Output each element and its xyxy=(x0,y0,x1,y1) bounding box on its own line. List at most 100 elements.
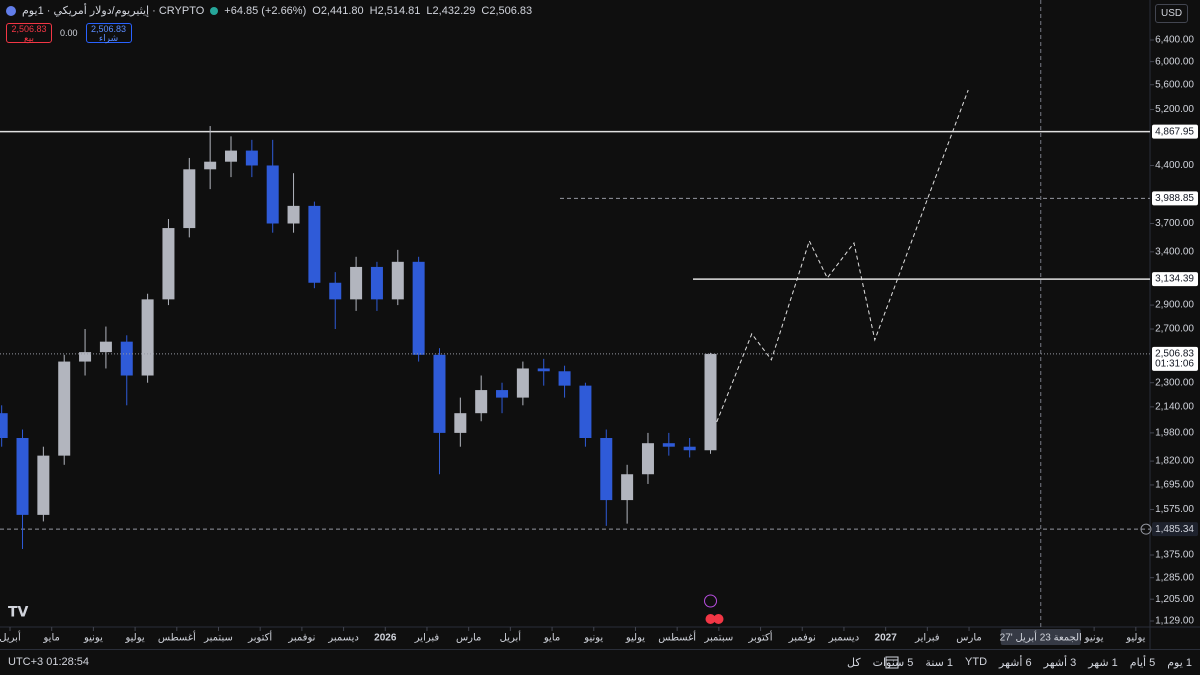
x-tick-label: مارس xyxy=(456,633,481,644)
y-tick-label: 1,205.00 xyxy=(1155,594,1194,605)
candle-body xyxy=(58,361,71,456)
y-tick-label: 1,285.00 xyxy=(1155,572,1194,583)
candle-body xyxy=(287,205,300,224)
x-tick-label: سبتمبر xyxy=(703,633,733,644)
candle-body xyxy=(558,371,571,386)
range-button[interactable]: 5 أيام xyxy=(1129,657,1156,669)
currency-button[interactable]: USD xyxy=(1155,4,1189,23)
candle-body xyxy=(350,266,363,300)
range-button[interactable]: 5 سنوات xyxy=(872,657,914,669)
candle-body xyxy=(516,368,529,398)
candle-body xyxy=(475,390,488,414)
crosshair-label: الجمعة 23 أبريل '27 xyxy=(1000,631,1082,644)
candle-body xyxy=(204,161,217,170)
level-label-box xyxy=(1152,522,1198,537)
candle-body xyxy=(704,353,717,451)
candle-body xyxy=(162,228,175,300)
x-tick-label: نوفمبر xyxy=(788,633,816,644)
countdown: 01:31:06 xyxy=(1155,359,1194,370)
sell-button[interactable]: 2,506.83 بيع xyxy=(6,23,52,43)
level-label: 4,867.95 xyxy=(1155,126,1194,137)
ohlc-key: L xyxy=(426,4,433,17)
candle-body xyxy=(245,150,258,166)
x-tick-label: أغسطس xyxy=(158,631,196,644)
x-tick-label: أغسطس xyxy=(658,631,696,644)
x-tick-label: يونيو xyxy=(83,633,103,644)
last-price-label: 2,506.83 xyxy=(1155,349,1194,360)
y-tick-label: 3,700.00 xyxy=(1155,218,1194,229)
x-tick-label: يوليو xyxy=(1125,633,1145,644)
add-alert-icon xyxy=(1140,523,1152,535)
x-tick-label: مايو xyxy=(543,633,560,644)
ohlc-value: 2,514.81 xyxy=(377,4,421,17)
crosshair-box xyxy=(1000,629,1081,645)
ohlc-value: 2,432.29 xyxy=(432,4,476,17)
x-tick-label: ديسمبر xyxy=(327,633,358,644)
candle-body xyxy=(266,165,279,224)
y-tick-label: 2,300.00 xyxy=(1155,377,1194,388)
candle-body xyxy=(662,443,675,447)
ohlc-item: O2,441.80 xyxy=(312,5,363,17)
ohlc-item: C2,506.83 xyxy=(481,5,532,17)
symbol[interactable]: إيثيريوم/دولار أمريكي · 1يوم · CRYPTO xyxy=(22,5,205,17)
candle-body xyxy=(600,438,613,501)
candle-body xyxy=(308,205,321,283)
candle-body xyxy=(99,341,112,353)
x-tick-label: أبريل xyxy=(0,631,21,644)
x-tick-label: سبتمبر xyxy=(203,633,233,644)
level-label-box xyxy=(1152,191,1198,206)
x-tick-label: نوفمبر xyxy=(287,633,315,644)
candle-body xyxy=(120,341,133,376)
candle-body xyxy=(141,299,154,376)
clock[interactable]: UTC+3 01:28:54 xyxy=(8,656,90,668)
candle-body xyxy=(496,390,509,398)
y-tick-label: 1,129.00 xyxy=(1155,616,1194,627)
candle-body xyxy=(183,169,196,229)
ohlc-key: C xyxy=(481,4,490,17)
spread: 0.00 xyxy=(60,28,78,38)
x-tick-label: يونيو xyxy=(583,633,603,644)
x-tick-label: مارس xyxy=(956,633,981,644)
range-button[interactable]: 3 أشهر xyxy=(1043,657,1077,669)
range-button[interactable]: 1 يوم xyxy=(1167,657,1192,669)
x-tick-label: أبريل xyxy=(500,631,522,644)
y-tick-label: 1,375.00 xyxy=(1155,550,1194,561)
ohlc: O2,441.80 H2,514.81 L2,432.29 C2,506.83 xyxy=(312,5,532,17)
x-tick-label: يونيو xyxy=(1084,633,1104,644)
event-icon xyxy=(705,614,716,624)
range-button[interactable]: 1 سنة xyxy=(925,657,954,669)
range-button[interactable]: 6 أشهر xyxy=(999,657,1032,669)
range-button[interactable]: كل xyxy=(847,657,861,669)
candle-body xyxy=(391,261,404,300)
ohlc-item: L2,432.29 xyxy=(426,5,475,17)
x-tick-label: فبراير xyxy=(414,633,440,644)
y-tick-label: 5,600.00 xyxy=(1155,79,1194,90)
y-tick-label: 3,400.00 xyxy=(1155,246,1194,257)
candle-body xyxy=(16,438,29,515)
event-icon xyxy=(704,594,718,608)
x-tick-label: مايو xyxy=(43,633,60,644)
candle-body xyxy=(454,413,467,433)
chart-bg xyxy=(0,0,1200,649)
header: إيثيريوم/دولار أمريكي · 1يوم · CRYPTO +6… xyxy=(6,4,532,17)
y-tick-label: 2,900.00 xyxy=(1155,300,1194,311)
range-button[interactable]: 1 شهر xyxy=(1088,657,1118,669)
event-icon xyxy=(713,614,724,624)
y-tick-label: 1,575.00 xyxy=(1155,504,1194,515)
y-tick-label: 6,000.00 xyxy=(1155,56,1194,67)
ohlc-value: 2,506.83 xyxy=(489,4,533,17)
candle-body xyxy=(0,413,8,439)
candle-body xyxy=(370,266,383,300)
candle-body xyxy=(579,385,592,439)
x-tick-label: فبراير xyxy=(914,633,940,644)
y-tick-label: 5,200.00 xyxy=(1155,104,1194,115)
date-range-icon[interactable] xyxy=(884,654,900,670)
range-button[interactable]: YTD xyxy=(965,656,988,668)
footer: UTC+3 01:28:54 1 يوم 5 أيام 1 شهر 3 أشهر 6 أ… xyxy=(0,649,1200,675)
candle-body xyxy=(683,446,696,451)
buy-button[interactable]: 2,506.83 شراء xyxy=(85,23,132,43)
candle-body xyxy=(641,443,654,475)
x-tick-label: 2027 xyxy=(875,633,898,644)
level-label: 3,988.85 xyxy=(1155,193,1194,204)
